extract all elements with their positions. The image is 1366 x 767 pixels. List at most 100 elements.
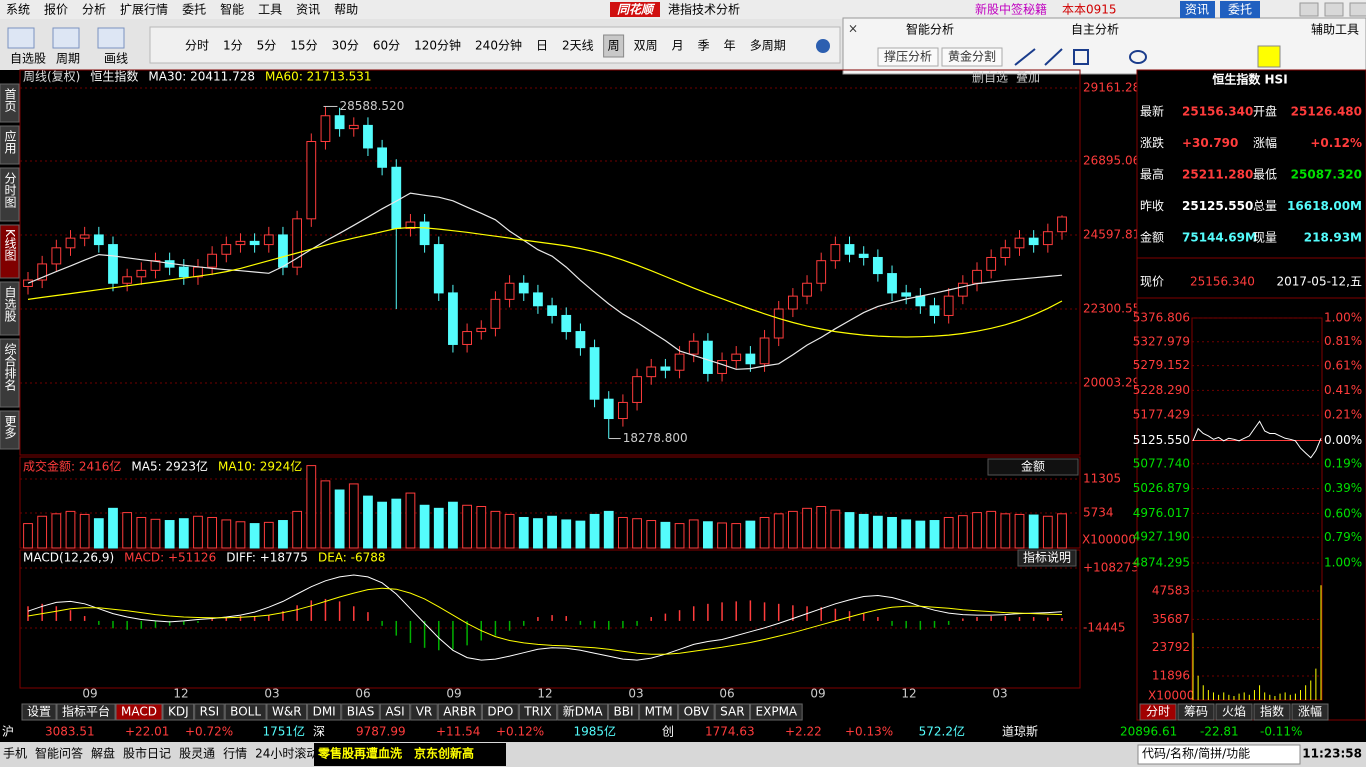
indicator-tab-bg[interactable]	[21, 703, 57, 721]
period[interactable]: 30分	[332, 39, 359, 53]
indicator-tab-bg[interactable]	[266, 703, 308, 721]
indicator-tab-bg[interactable]	[437, 703, 482, 721]
indicator-tab[interactable]: SAR	[720, 705, 744, 719]
selector-bg[interactable]	[987, 458, 1079, 476]
intraday-tab[interactable]: 筹码	[1184, 705, 1208, 719]
menu-item[interactable]: 系统	[6, 3, 30, 17]
indicator-tab[interactable]: BOLL	[230, 705, 261, 719]
settings-icon[interactable]	[816, 39, 830, 53]
menu-item[interactable]: 帮助	[334, 3, 358, 17]
footer-item[interactable]: 24小时滚动	[255, 746, 318, 761]
analysis-button[interactable]: 撑压分析	[884, 49, 932, 64]
help-bg[interactable]	[1017, 549, 1077, 567]
indicator-tab[interactable]: RSI	[200, 705, 220, 719]
indicator-tab-bg[interactable]	[518, 703, 558, 721]
intraday-tab[interactable]: 涨幅	[1298, 704, 1322, 719]
draw-tool[interactable]	[1044, 48, 1063, 66]
intraday-tab-bg[interactable]	[1215, 703, 1253, 721]
toolbar-button[interactable]: 画线	[104, 52, 128, 66]
indicator-tab[interactable]: BIAS	[347, 705, 375, 719]
indicator-tab[interactable]: TRIX	[523, 705, 551, 719]
analysis-tab[interactable]: 自主分析	[1071, 23, 1119, 37]
indicator-tab[interactable]: OBV	[684, 705, 710, 719]
side-tab-bg[interactable]	[0, 410, 20, 450]
indicator-tab[interactable]: ARBR	[443, 705, 476, 719]
indicator-tab-bg[interactable]	[115, 703, 163, 721]
indicator-tab-bg[interactable]	[714, 703, 751, 721]
kline-tool[interactable]: 删自选	[972, 71, 1008, 85]
indicator-tab[interactable]: 设置	[27, 705, 51, 719]
toolbar-button[interactable]: 周期	[56, 52, 80, 66]
period[interactable]: 60分	[373, 39, 400, 53]
indicator-tab-bg[interactable]	[481, 703, 519, 721]
search-placeholder[interactable]: 代码/名称/简拼/功能	[1142, 746, 1250, 761]
indicator-tab[interactable]: MTM	[645, 705, 673, 719]
side-tab[interactable]: 分时图	[3, 172, 17, 208]
intraday-tab-bg[interactable]	[1291, 703, 1329, 721]
indicator-tab-bg[interactable]	[194, 703, 225, 721]
analysis-button[interactable]: 黄金分割	[948, 49, 996, 64]
indicator-tab-bg[interactable]	[750, 703, 803, 721]
indicator-tab[interactable]: 指标平台	[62, 704, 110, 719]
indicator-tab[interactable]: DPO	[487, 705, 513, 719]
period[interactable]: 15分	[290, 39, 317, 53]
period[interactable]: 1分	[223, 39, 243, 53]
user-name[interactable]: 本本0915	[1062, 3, 1117, 17]
side-tab-bg[interactable]	[0, 224, 20, 279]
menu-item[interactable]: 资讯	[296, 3, 320, 17]
period[interactable]: 月	[672, 39, 684, 53]
footer-item[interactable]: 解盘	[91, 746, 115, 761]
period[interactable]: 2天线	[562, 39, 594, 53]
side-tab-bg[interactable]	[0, 281, 20, 336]
footer-item[interactable]: 智能问答	[35, 746, 83, 761]
amount-selector[interactable]: 金额	[1021, 459, 1045, 474]
side-tab-bg[interactable]	[0, 338, 20, 408]
period[interactable]: 多周期	[750, 39, 786, 53]
intraday-tab-bg[interactable]	[1139, 703, 1177, 721]
side-tab[interactable]: 更多	[3, 415, 17, 440]
period[interactable]: 周	[608, 39, 620, 53]
indicator-tab-bg[interactable]	[162, 703, 195, 721]
side-tab-bg[interactable]	[0, 125, 20, 165]
side-tab[interactable]: 综合排名	[3, 343, 17, 391]
side-tab[interactable]: 应用	[3, 129, 17, 155]
toolbar-button[interactable]: 自选股	[10, 52, 46, 66]
period[interactable]: 5分	[257, 39, 277, 53]
side-tab[interactable]: K线图	[3, 229, 17, 261]
menu-item[interactable]: 扩展行情	[120, 3, 168, 17]
intraday-tab-bg[interactable]	[1253, 703, 1291, 721]
intraday-tab-bg[interactable]	[1177, 703, 1215, 721]
intraday-tab[interactable]: 指数	[1260, 704, 1284, 719]
trade-button[interactable]: 委托	[1228, 3, 1252, 17]
footer-item[interactable]: 股灵通	[179, 747, 215, 761]
indicator-tab-bg[interactable]	[557, 703, 609, 721]
tool-icon[interactable]	[52, 27, 80, 49]
indicator-tab-bg[interactable]	[608, 703, 640, 721]
indicator-tab-bg[interactable]	[410, 703, 438, 721]
period[interactable]: 240分钟	[475, 38, 522, 53]
trade-button-bg[interactable]	[1220, 1, 1260, 18]
search-box[interactable]	[1137, 744, 1301, 765]
analysis-tab[interactable]: 智能分析	[906, 22, 954, 37]
color-swatch[interactable]	[1257, 45, 1281, 68]
indicator-tab[interactable]: EXPMA	[756, 705, 798, 719]
period[interactable]: 分时	[185, 39, 209, 53]
draw-tool[interactable]	[1073, 49, 1089, 65]
indicator-tab[interactable]: W&R	[272, 705, 302, 719]
indicator-tab-bg[interactable]	[639, 703, 679, 721]
footer-item[interactable]: 行情	[223, 747, 247, 761]
indicator-tab-bg[interactable]	[307, 703, 342, 721]
side-tab[interactable]: 自选股	[3, 286, 17, 323]
indicator-tab[interactable]: MACD	[121, 705, 157, 719]
indicator-tab[interactable]: BBI	[614, 705, 634, 719]
period[interactable]: 季	[698, 39, 710, 53]
window-control[interactable]	[1299, 2, 1319, 17]
intraday-tab[interactable]: 火焰	[1222, 704, 1246, 719]
window-control[interactable]	[1349, 2, 1366, 17]
tool-icon[interactable]	[7, 27, 35, 49]
analysis-button-bg[interactable]	[941, 47, 1003, 67]
window-control[interactable]	[1324, 2, 1344, 17]
news-button-bg[interactable]	[1180, 1, 1215, 18]
ipo-link[interactable]: 新股中签秘籍	[975, 2, 1047, 17]
analysis-button-bg[interactable]	[877, 47, 939, 67]
